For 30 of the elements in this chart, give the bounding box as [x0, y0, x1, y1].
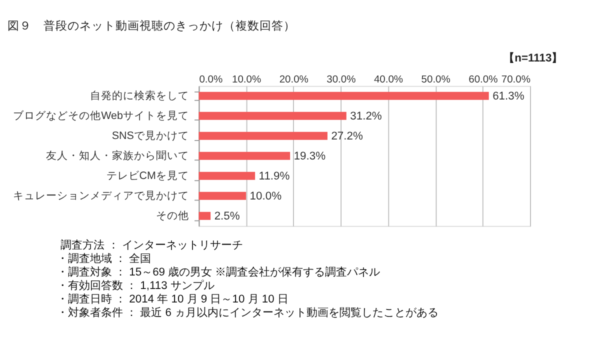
x-tick-label: 30.0%: [326, 74, 356, 86]
x-tick-label: 70.0%: [501, 74, 530, 86]
y-tick-label: ブログなどその他Webサイトを見て: [13, 109, 189, 122]
x-tick-label: 50.0%: [421, 74, 450, 86]
x-tick-label: 10.0%: [232, 74, 262, 86]
y-tick-label: 友人・知人・家族から聞いて: [46, 149, 189, 162]
text: 調査方法 ： インターネットリサーチ: [60, 238, 243, 252]
data-label: 27.2%: [331, 130, 363, 143]
x-tick-label: 0.0%: [199, 74, 223, 86]
y-tick-label: その他: [156, 210, 189, 222]
data-label: 61.3%: [492, 90, 524, 103]
text: 【n=1113】: [504, 52, 563, 65]
x-tick-label: 40.0%: [374, 74, 404, 86]
data-label: 11.9%: [258, 170, 290, 183]
text: ・対象者条件 ： 最近 6 ヵ月以内にインターネット動画を閲覧したことがある: [56, 306, 439, 319]
data-label: 10.0%: [250, 190, 282, 203]
x-tick-label: 60.0%: [468, 74, 498, 86]
data-label: 31.2%: [350, 110, 382, 123]
chart-title: 図９ 普段のネット動画視聴のきっかけ（複数回答）: [7, 18, 296, 32]
x-tick-label: 20.0%: [279, 74, 308, 86]
data-label: 19.3%: [294, 150, 326, 163]
y-tick-label: SNSで見かけて: [112, 130, 189, 142]
y-tick-label: 自発的に検索をして: [90, 89, 189, 102]
y-tick-label: テレビCMを見て: [106, 170, 189, 182]
text: ・調査対象 ： 15～69 歳の男女 ※調査会社が保有する調査パネル: [56, 265, 380, 278]
data-label: 2.5%: [214, 210, 240, 223]
text: ・調査日時 ： 2014 年 10 月 9 日～10 月 10 日: [56, 292, 288, 306]
y-tick-label: キュレーションメディアで見かけて: [12, 190, 189, 202]
text: ・調査地域 ： 全国: [56, 252, 152, 265]
text: ・有効回答数 ： 1,113 サンプル: [56, 278, 214, 292]
